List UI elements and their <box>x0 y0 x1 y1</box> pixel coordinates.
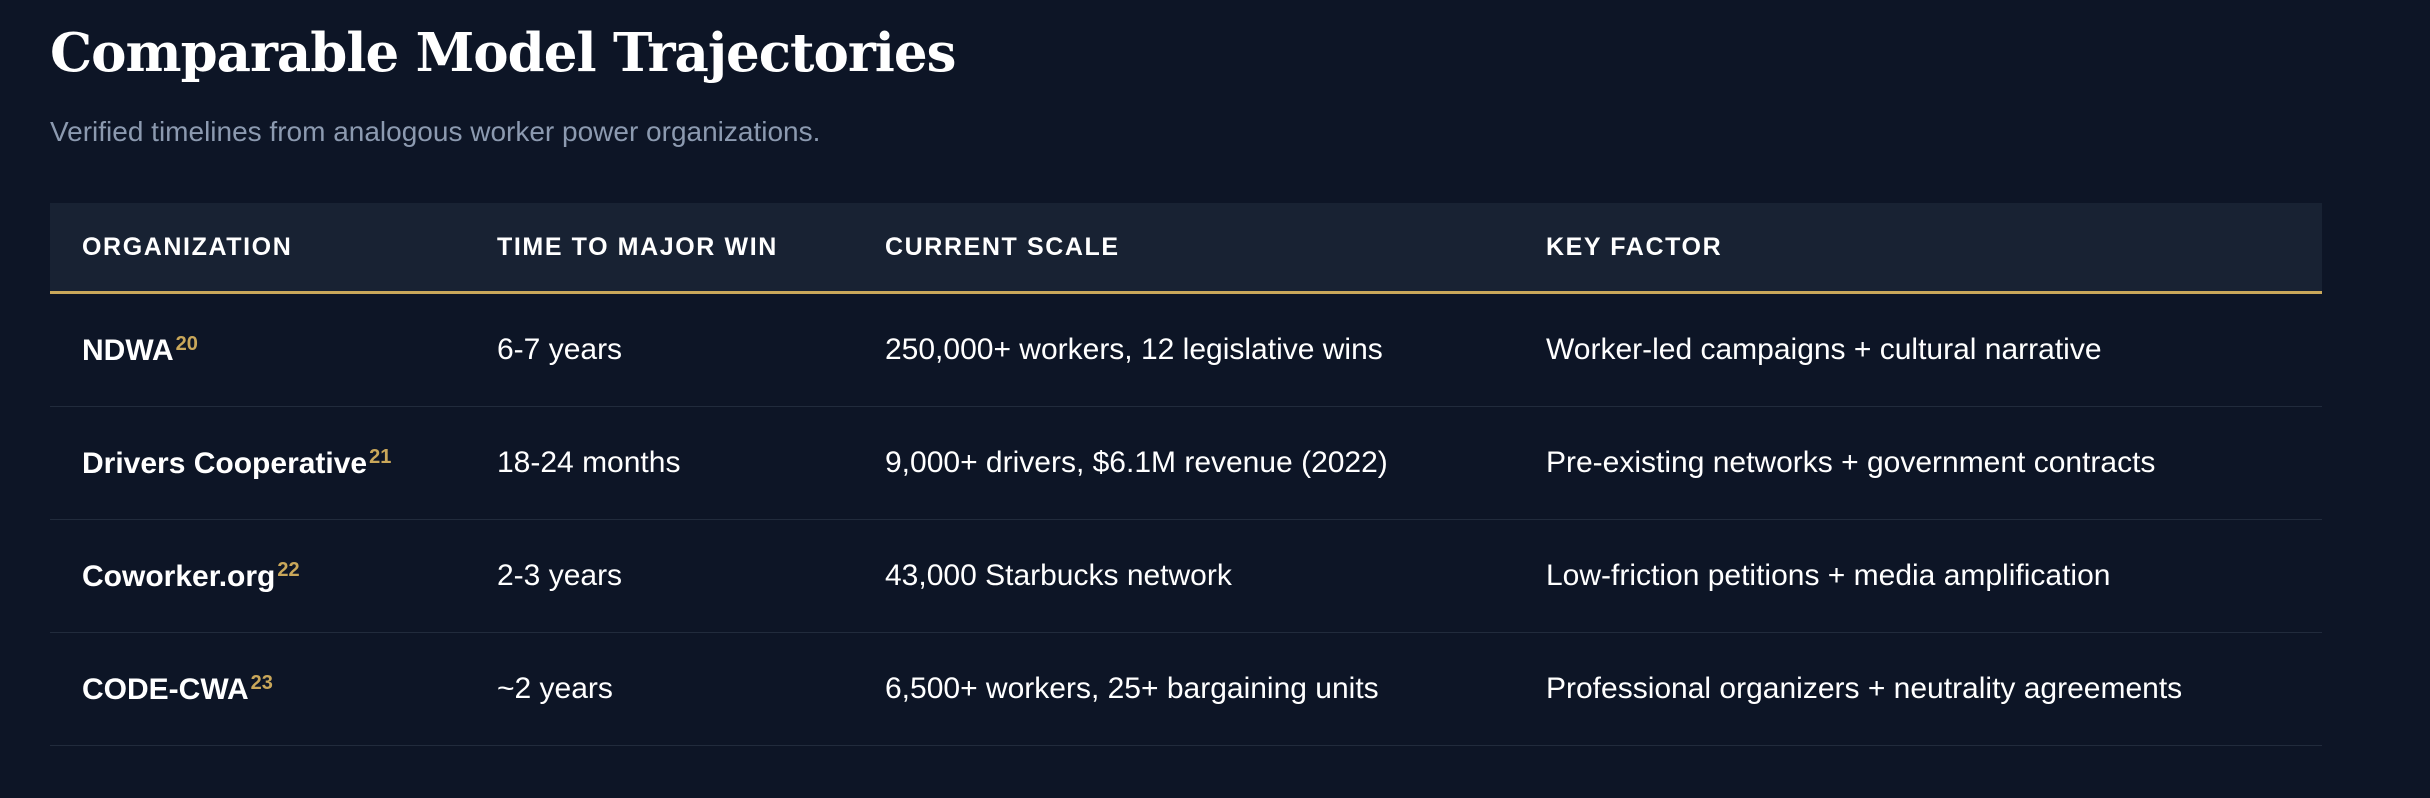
footnote-ref[interactable]: 23 <box>250 671 273 694</box>
organization-name: NDWA <box>82 333 174 367</box>
cell-organization: Drivers Cooperative 21 <box>50 406 465 520</box>
footnote-ref[interactable]: 21 <box>369 445 392 468</box>
column-header-current-scale: CURRENT SCALE <box>853 203 1514 294</box>
cell-time: 2-3 years <box>465 519 853 633</box>
column-header-organization: ORGANIZATION <box>50 203 465 294</box>
cell-factor: Low-friction petitions + media amplifica… <box>1514 519 2322 633</box>
cell-factor: Professional organizers + neutrality agr… <box>1514 632 2322 746</box>
table-row: Drivers Cooperative 21 18-24 months 9,000… <box>50 406 2322 520</box>
table-row: NDWA 20 6-7 years 250,000+ workers, 12 le… <box>50 292 2322 407</box>
cell-time: 18-24 months <box>465 406 853 520</box>
cell-time: 6-7 years <box>465 292 853 407</box>
column-header-time-to-major-win: TIME TO MAJOR WIN <box>465 203 853 294</box>
cell-organization: Coworker.org 22 <box>50 519 465 633</box>
page-title: Comparable Model Trajectories <box>50 22 956 84</box>
table-row: CODE-CWA 23 ~2 years 6,500+ workers, 25+ … <box>50 632 2322 746</box>
column-header-key-factor: KEY FACTOR <box>1514 203 2322 294</box>
table-row: Coworker.org 22 2-3 years 43,000 Starbuck… <box>50 519 2322 633</box>
cell-scale: 250,000+ workers, 12 legislative wins <box>853 292 1514 407</box>
organization-name: Drivers Cooperative <box>82 446 368 480</box>
cell-factor: Worker-led campaigns + cultural narrativ… <box>1514 292 2322 407</box>
cell-organization: NDWA 20 <box>50 292 465 407</box>
trajectories-table: ORGANIZATION TIME TO MAJOR WIN CURRENT S… <box>50 203 2322 746</box>
footnote-ref[interactable]: 20 <box>175 332 198 355</box>
organization-name: Coworker.org <box>82 559 276 593</box>
organization-name: CODE-CWA <box>82 672 249 706</box>
footnote-ref[interactable]: 22 <box>277 558 300 581</box>
cell-scale: 43,000 Starbucks network <box>853 519 1514 633</box>
cell-factor: Pre-existing networks + government contr… <box>1514 406 2322 520</box>
cell-scale: 9,000+ drivers, $6.1M revenue (2022) <box>853 406 1514 520</box>
page-subtitle: Verified timelines from analogous worker… <box>50 116 821 147</box>
cell-scale: 6,500+ workers, 25+ bargaining units <box>853 632 1514 746</box>
cell-time: ~2 years <box>465 632 853 746</box>
table-header-row: ORGANIZATION TIME TO MAJOR WIN CURRENT S… <box>50 203 2322 294</box>
cell-organization: CODE-CWA 23 <box>50 632 465 746</box>
